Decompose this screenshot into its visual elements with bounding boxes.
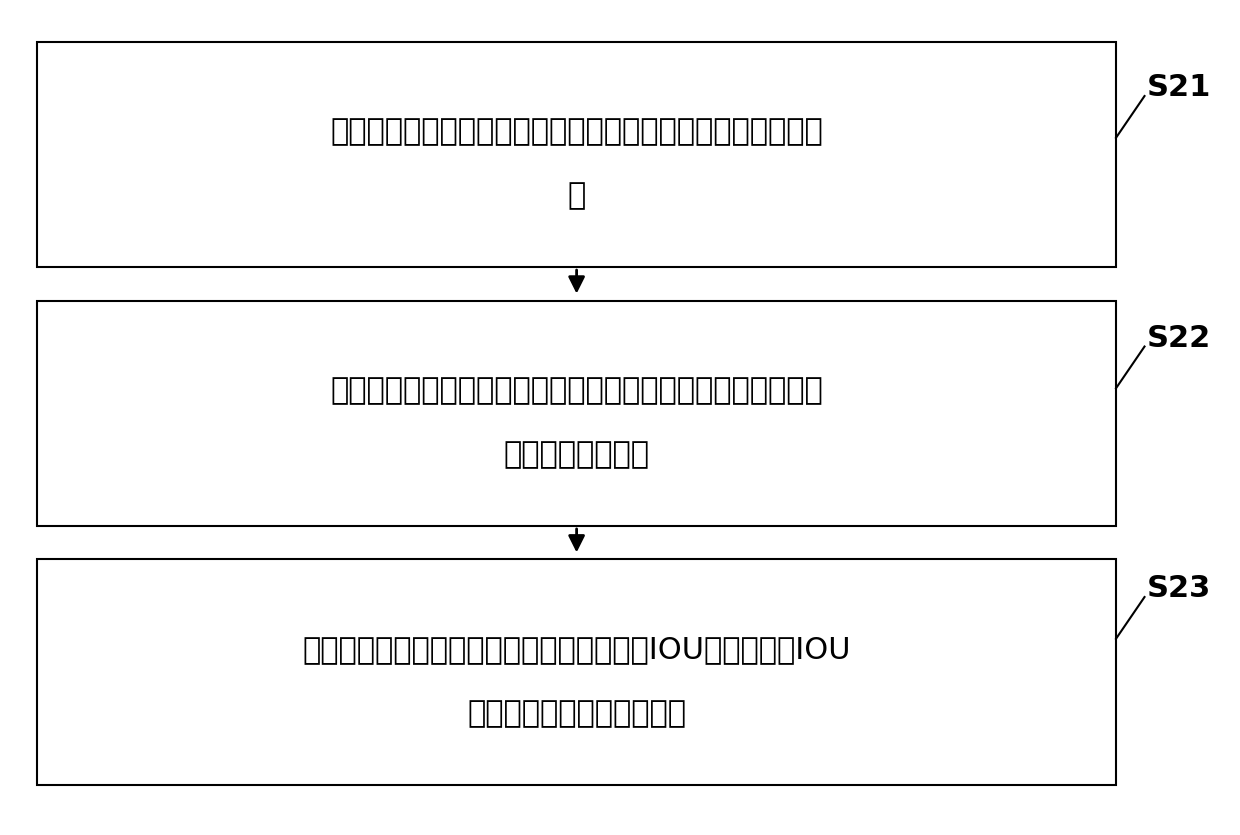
Text: 获取第二旋转包围框与旋转包围框集的轴不相似性和角不相似: 获取第二旋转包围框与旋转包围框集的轴不相似性和角不相似 xyxy=(330,117,823,146)
Text: 性: 性 xyxy=(568,181,585,210)
Text: 根据轴不相似性和角不相似性，获取第二旋转包围框与旋转包: 根据轴不相似性和角不相似性，获取第二旋转包围框与旋转包 xyxy=(330,376,823,405)
FancyBboxPatch shape xyxy=(37,301,1116,526)
FancyBboxPatch shape xyxy=(37,42,1116,267)
Text: S23: S23 xyxy=(1147,574,1211,603)
Text: 围框集的角度权重: 围框集的角度权重 xyxy=(503,440,650,469)
Text: S22: S22 xyxy=(1147,324,1211,352)
Text: 和角度权重，获取角度加权: 和角度权重，获取角度加权 xyxy=(467,699,686,728)
FancyBboxPatch shape xyxy=(37,559,1116,785)
Text: S21: S21 xyxy=(1147,73,1211,102)
Text: 获取第二旋转包围框与旋转包围框集的旋转IOU，根据旋转IOU: 获取第二旋转包围框与旋转包围框集的旋转IOU，根据旋转IOU xyxy=(303,635,851,664)
